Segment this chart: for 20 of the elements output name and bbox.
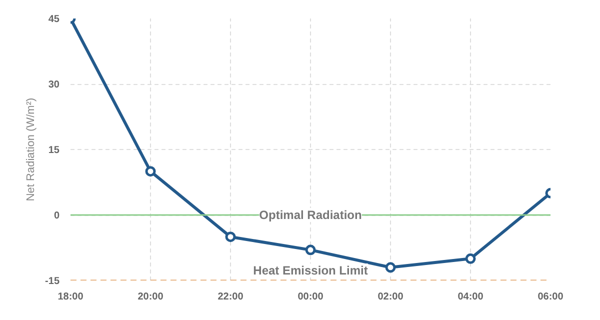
x-tick-label: 22:00 <box>218 292 244 302</box>
y-tick-label: 30 <box>48 80 60 90</box>
point <box>225 232 236 242</box>
point <box>145 166 156 177</box>
y-axis-title: Net Radiation (W/m²) <box>25 98 38 202</box>
x-tick-label: 06:00 <box>538 292 564 302</box>
y-tick-label: 0 <box>54 210 60 222</box>
x-tick-label: 02:00 <box>378 292 404 302</box>
y-tick-label: -15 <box>45 276 60 287</box>
point <box>385 262 396 273</box>
x-tick-label: 20:00 <box>138 292 164 302</box>
y-tick-label: 15 <box>48 145 60 156</box>
x-tick-label: 18:00 <box>58 292 84 302</box>
point <box>305 244 316 256</box>
x-tick-label: 00:00 <box>298 292 324 302</box>
ref-line-label: Optimal Radiation <box>259 208 362 222</box>
x-tick-label: 04:00 <box>458 292 484 302</box>
y-tick-label: 45 <box>48 14 60 25</box>
ref-line-label: Heat Emission Limit <box>253 264 368 278</box>
point <box>465 253 476 264</box>
